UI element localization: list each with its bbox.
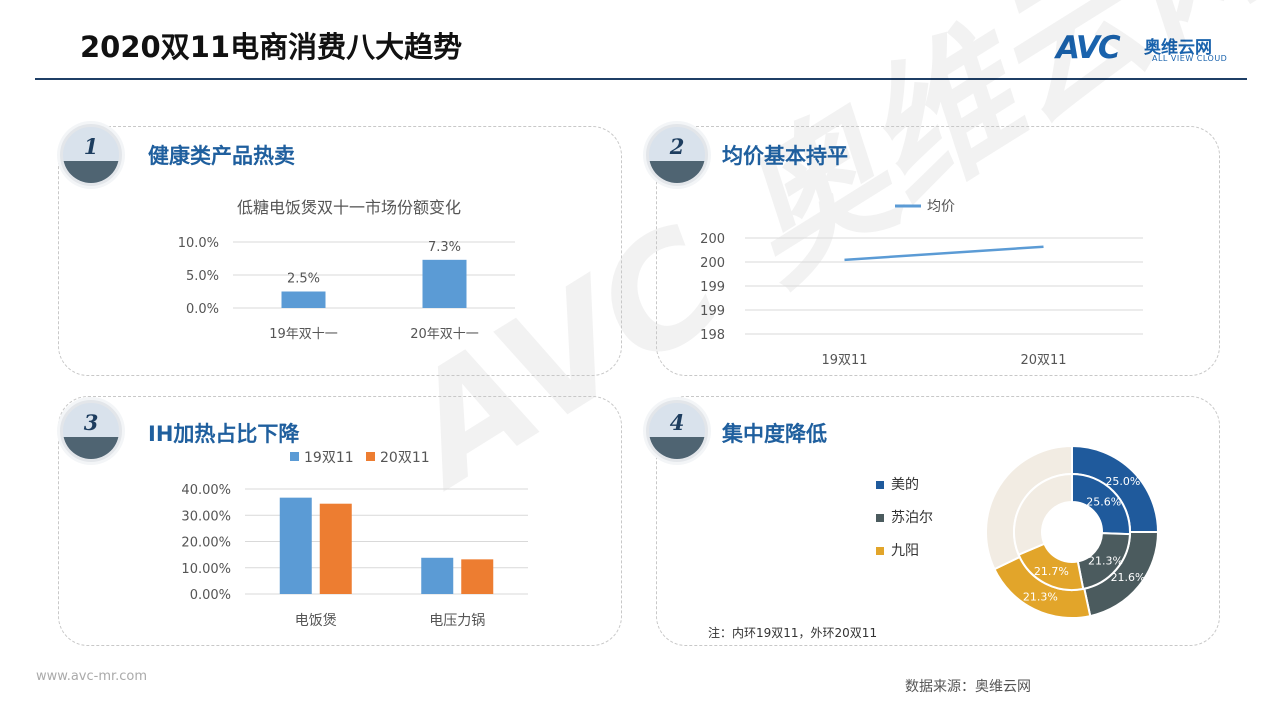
logo-name-cn: 奥维云网 [1144,38,1212,58]
chart-4-outer-ring-label: 21.6% [1111,571,1146,584]
chart-3-ytick: 30.00% [181,509,231,524]
panel-1-title: 健康类产品热卖 [148,144,295,168]
chart-3-xtick: 电压力锅 [429,613,485,629]
page-title: 2020双11电商消费八大趋势 [80,30,463,64]
panel-2-number: 2 [669,134,685,159]
chart-4-inner-ring-other-slice [1013,472,1074,557]
legend-swatch [876,514,884,522]
panel-3-number: 3 [83,410,99,435]
chart-2-ytick: 198 [700,328,725,343]
chart-1-ytick: 10.0% [178,236,219,251]
chart-1-data-label: 2.5% [287,272,320,287]
chart-1-ytick: 5.0% [186,269,219,284]
panel-3-badge: 3 [60,400,122,462]
legend-swatch [876,547,884,555]
legend-item-joyoung: 九阳 [876,540,919,560]
panel-4-title: 集中度降低 [722,422,827,446]
chart-4-outer-ring-label: 21.3% [1023,591,1058,604]
panel-healthy-products [58,126,622,376]
chart-3-ytick: 0.00% [190,588,231,603]
legend-label: 苏泊尔 [891,510,933,526]
chart-3-ytick: 10.00% [181,562,231,577]
chart-3-bar [461,559,494,594]
chart-3-legend-label: 19双11 [304,450,354,466]
chart-3-xtick: 电饭煲 [295,612,337,629]
chart-3-ytick: 20.00% [181,536,231,551]
chart-2-legend-label: 均价 [927,199,955,215]
legend-item-supor: 苏泊尔 [876,507,933,527]
header-divider [35,78,1247,80]
chart-3-legend-label: 20双11 [380,450,430,466]
panel-ih-heating [58,396,622,646]
panel-2-title: 均价基本持平 [722,144,848,168]
chart-2-ytick: 199 [700,280,725,295]
chart-1-ytick: 0.0% [186,302,219,317]
legend-label: 九阳 [891,543,919,559]
chart-2-ytick: 200 [700,256,725,271]
panel-4-badge: 4 [646,400,708,462]
chart-2-series-line [844,245,1044,262]
chart-1-xtick: 20年双十一 [410,327,479,342]
panel-2-badge: 2 [646,124,708,186]
logo-mark: AVC [1056,30,1121,66]
chart-3-bar [279,497,312,594]
panel-average-price [656,126,1220,376]
chart-1-title: 低糖电饭煲双十一市场份额变化 [237,198,461,217]
legend-swatch [876,481,884,489]
footer-url[interactable]: www.avc-mr.com [36,669,148,684]
data-source: 数据来源：奥维云网 [905,679,1031,695]
chart-3-legend-swatch [290,452,299,461]
chart-3-ytick: 40.00% [181,483,231,498]
chart-3-legend-swatch [366,452,375,461]
chart-1-xtick: 19年双十一 [269,327,338,342]
panel-4-number: 4 [669,410,685,435]
logo-name-en: ALL VIEW CLOUD [1152,54,1228,63]
chart-1-bar [422,259,467,308]
panel-concentration [656,396,1220,646]
chart-2-xtick: 20双11 [1020,353,1066,368]
chart-1-bar [281,291,326,308]
chart-3-bar [421,557,454,594]
chart-4-outer-ring-label: 25.0% [1105,475,1140,488]
legend-item-midea: 美的 [876,474,919,494]
chart-1-data-label: 7.3% [428,240,461,255]
chart-2-ytick: 200 [700,232,725,247]
legend-label: 美的 [891,477,919,493]
panel-1-number: 1 [83,134,99,159]
chart-4-inner-ring-label: 21.3% [1088,555,1123,568]
chart-4-inner-ring-label: 21.7% [1034,565,1069,578]
chart-2-ytick: 199 [700,304,725,319]
panel-1-badge: 1 [60,124,122,186]
chart-note: 注：内环19双11，外环20双11 [708,626,878,640]
chart-3-bar [319,503,352,594]
chart-2-xtick: 19双11 [821,353,867,368]
chart-4-inner-ring-label: 25.6% [1086,495,1121,508]
panel-3-title: IH加热占比下降 [148,422,300,446]
